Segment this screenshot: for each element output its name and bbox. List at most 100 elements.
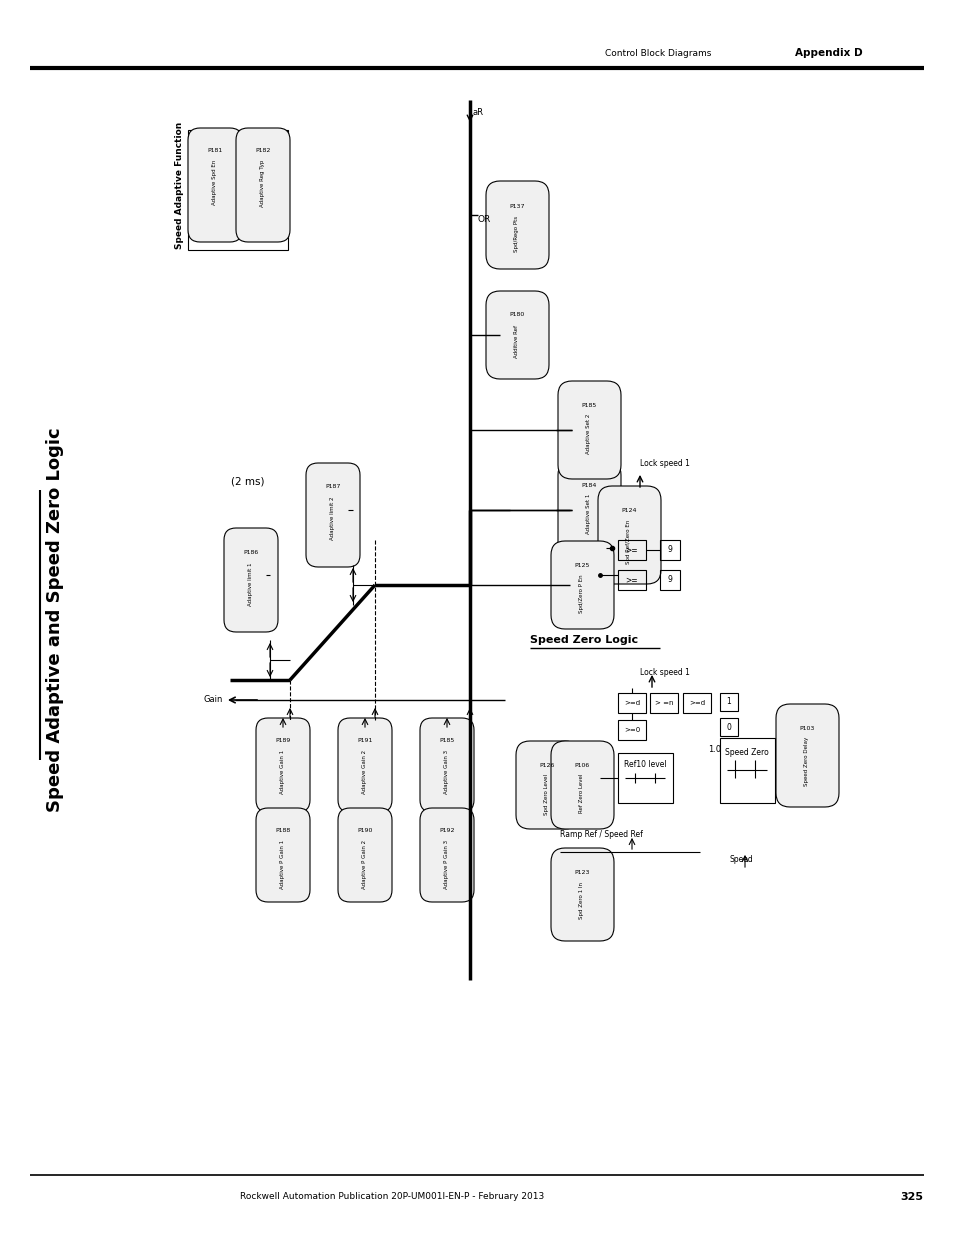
Text: 9: 9 xyxy=(667,546,672,555)
FancyBboxPatch shape xyxy=(551,541,614,629)
Text: Spd Ref/Zero En: Spd Ref/Zero En xyxy=(626,520,631,564)
Bar xyxy=(659,540,679,559)
Text: P191: P191 xyxy=(357,739,373,743)
FancyBboxPatch shape xyxy=(485,182,548,269)
Text: P192: P192 xyxy=(438,827,455,832)
FancyBboxPatch shape xyxy=(224,529,277,632)
Bar xyxy=(618,540,645,559)
Bar xyxy=(720,718,738,736)
Bar xyxy=(682,693,710,713)
Text: P182: P182 xyxy=(255,148,271,153)
Text: P187: P187 xyxy=(325,484,340,489)
Text: Adaptive P Gain 1: Adaptive P Gain 1 xyxy=(280,840,285,889)
FancyBboxPatch shape xyxy=(337,808,392,902)
Text: Rockwell Automation Publication 20P-UM001I-EN-P - February 2013: Rockwell Automation Publication 20P-UM00… xyxy=(240,1192,543,1200)
Text: P181: P181 xyxy=(207,148,222,153)
FancyBboxPatch shape xyxy=(337,718,392,811)
Text: Adaptive Gain 2: Adaptive Gain 2 xyxy=(362,750,367,794)
FancyBboxPatch shape xyxy=(306,463,359,567)
Text: Control Block Diagrams: Control Block Diagrams xyxy=(604,49,711,58)
Text: OR: OR xyxy=(477,215,491,225)
Text: Adaptive Set 1: Adaptive Set 1 xyxy=(586,494,591,535)
Text: Ref10 level: Ref10 level xyxy=(623,760,665,769)
Text: aR: aR xyxy=(473,107,483,117)
Text: P126: P126 xyxy=(538,763,554,768)
Text: P123: P123 xyxy=(574,869,589,876)
Text: Lock speed 1: Lock speed 1 xyxy=(639,459,689,468)
Text: P103: P103 xyxy=(799,726,814,731)
Text: P106: P106 xyxy=(574,763,589,768)
Text: >=d: >=d xyxy=(623,700,639,706)
Text: >=: >= xyxy=(625,576,638,584)
Bar xyxy=(618,693,645,713)
Text: > =n: > =n xyxy=(654,700,673,706)
Bar xyxy=(659,571,679,590)
Text: Appendix D: Appendix D xyxy=(794,48,862,58)
Text: P184: P184 xyxy=(580,483,596,488)
Text: Speed Zero: Speed Zero xyxy=(724,748,768,757)
Text: Spd Zero 1 In: Spd Zero 1 In xyxy=(578,882,584,919)
Text: Additive Ref: Additive Ref xyxy=(514,325,519,358)
Bar xyxy=(618,720,645,740)
Text: Adaptive Reg Typ: Adaptive Reg Typ xyxy=(260,161,265,207)
Text: 1: 1 xyxy=(726,698,731,706)
FancyBboxPatch shape xyxy=(485,291,548,379)
Text: Speed Adaptive Function: Speed Adaptive Function xyxy=(174,121,184,248)
Bar xyxy=(649,693,678,713)
Bar xyxy=(720,739,774,803)
FancyBboxPatch shape xyxy=(188,128,242,242)
FancyBboxPatch shape xyxy=(775,704,838,806)
Text: Speed Zero Logic: Speed Zero Logic xyxy=(530,635,638,645)
FancyBboxPatch shape xyxy=(551,741,614,829)
Text: >=d: >=d xyxy=(688,700,704,706)
FancyBboxPatch shape xyxy=(598,487,660,584)
Bar xyxy=(720,693,738,711)
FancyBboxPatch shape xyxy=(255,808,310,902)
Text: P190: P190 xyxy=(357,827,373,832)
Text: >=: >= xyxy=(625,546,638,555)
Text: 325: 325 xyxy=(899,1192,923,1202)
Text: Spd/Rego Pts: Spd/Rego Pts xyxy=(514,216,519,252)
Bar xyxy=(618,753,672,803)
Text: 9: 9 xyxy=(667,576,672,584)
FancyBboxPatch shape xyxy=(419,808,474,902)
Text: Spd Zero Level: Spd Zero Level xyxy=(544,774,549,815)
Text: P125: P125 xyxy=(574,563,589,568)
FancyBboxPatch shape xyxy=(551,848,614,941)
Text: Lock speed 1: Lock speed 1 xyxy=(639,668,689,677)
Text: >=0: >=0 xyxy=(623,727,639,734)
Text: P186: P186 xyxy=(243,550,258,555)
Text: Adaptive limit 1: Adaptive limit 1 xyxy=(248,562,253,605)
Bar xyxy=(618,571,645,590)
Text: Ref Zero Level: Ref Zero Level xyxy=(578,774,584,814)
Text: Speed Zero Delay: Speed Zero Delay xyxy=(803,737,809,787)
Text: 0: 0 xyxy=(726,722,731,731)
Text: 1.0: 1.0 xyxy=(708,745,720,755)
Text: Adaptive Gain 3: Adaptive Gain 3 xyxy=(444,750,449,794)
FancyBboxPatch shape xyxy=(255,718,310,811)
Text: P180: P180 xyxy=(509,312,524,317)
FancyBboxPatch shape xyxy=(516,741,578,829)
Text: P185: P185 xyxy=(580,403,596,408)
Text: Adaptive P Gain 3: Adaptive P Gain 3 xyxy=(444,840,449,889)
Text: Adaptive Set 2: Adaptive Set 2 xyxy=(586,414,591,454)
Text: Speed Adaptive and Speed Zero Logic: Speed Adaptive and Speed Zero Logic xyxy=(46,427,64,813)
Text: P124: P124 xyxy=(620,508,636,513)
Text: Adaptive Spd En: Adaptive Spd En xyxy=(213,161,217,205)
FancyBboxPatch shape xyxy=(235,128,290,242)
Text: P189: P189 xyxy=(275,739,291,743)
Text: Gain: Gain xyxy=(203,695,223,704)
Text: Spd/Zero P En: Spd/Zero P En xyxy=(578,574,584,613)
FancyBboxPatch shape xyxy=(419,718,474,811)
Text: (2 ms): (2 ms) xyxy=(231,475,265,487)
FancyBboxPatch shape xyxy=(558,461,620,559)
Text: P188: P188 xyxy=(275,827,291,832)
FancyBboxPatch shape xyxy=(558,382,620,479)
Text: Speed: Speed xyxy=(729,855,753,864)
Text: Adaptive limit 2: Adaptive limit 2 xyxy=(330,496,335,540)
Bar xyxy=(188,130,288,249)
Text: P185: P185 xyxy=(439,739,455,743)
Text: Adaptive P Gain 2: Adaptive P Gain 2 xyxy=(362,840,367,889)
Text: P137: P137 xyxy=(509,204,524,209)
Text: Adaptive Gain 1: Adaptive Gain 1 xyxy=(280,750,285,794)
